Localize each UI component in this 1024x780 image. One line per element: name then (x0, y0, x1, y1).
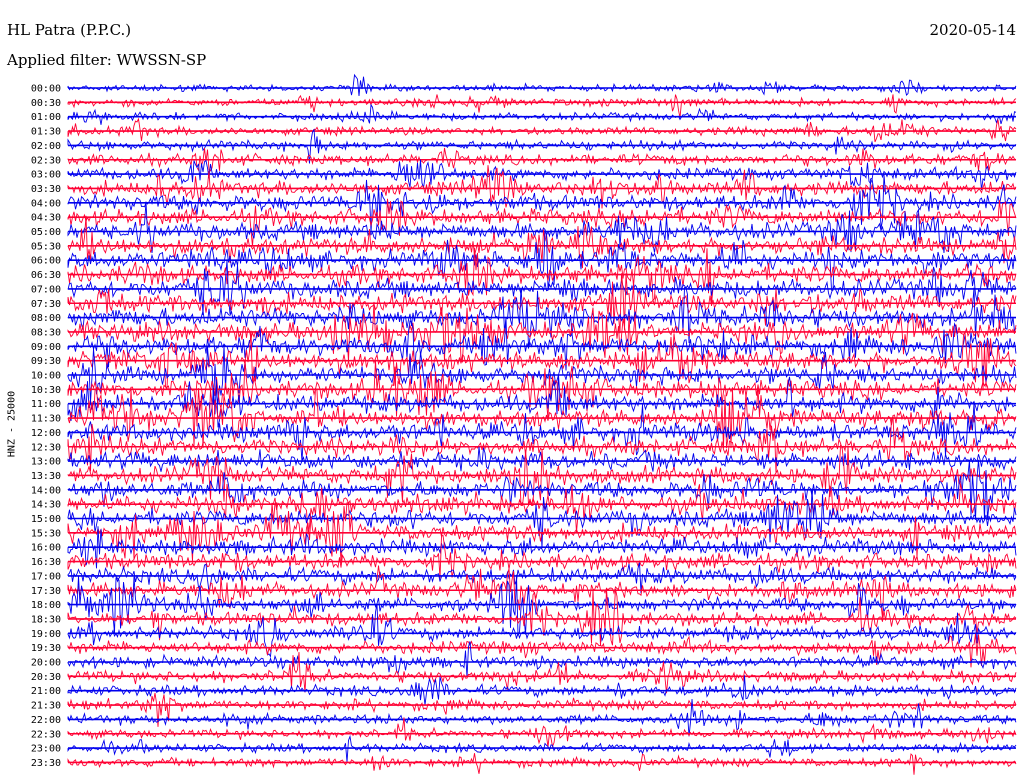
seismogram-trace (67, 247, 1017, 305)
time-tick-label: 13:00 (31, 457, 61, 468)
time-tick-label: 20:00 (31, 658, 61, 669)
seismogram-trace (67, 215, 1017, 269)
time-tick-label: 15:30 (31, 528, 61, 539)
time-tick-label: 15:00 (31, 514, 61, 525)
seismogram-trace (67, 415, 1017, 474)
filter-name: WWSSN-SP (116, 51, 207, 69)
time-tick-label: 21:00 (31, 686, 61, 697)
seismogram-trace (67, 574, 1017, 637)
time-tick-label: 09:00 (31, 342, 61, 353)
seismogram-trace (67, 128, 1017, 164)
time-tick-label: 16:00 (31, 543, 61, 554)
time-tick-label: 04:30 (31, 213, 61, 224)
time-tick-label: 14:00 (31, 485, 61, 496)
station-title: HL Patra (P.P.C.) (7, 21, 132, 39)
time-tick-label: 02:30 (31, 155, 61, 166)
time-tick-label: 14:30 (31, 500, 61, 511)
seismogram-trace (67, 753, 1017, 775)
time-tick-label: 17:30 (31, 586, 61, 597)
seismogram-trace (67, 562, 1017, 594)
seismogram-trace (67, 641, 1017, 678)
seismogram-trace (67, 287, 1017, 348)
time-tick-label: 12:00 (31, 428, 61, 439)
seismogram-trace (67, 633, 1017, 668)
time-tick-label: 23:00 (31, 744, 61, 755)
seismogram-trace (67, 717, 1017, 749)
time-tick-label: 19:30 (31, 643, 61, 654)
seismogram-trace (67, 402, 1017, 462)
seismogram-trace (67, 588, 1017, 646)
time-tick-label: 22:00 (31, 715, 61, 726)
time-tick-label: 02:00 (31, 141, 61, 152)
seismogram-trace (67, 260, 1017, 316)
seismogram-trace (67, 534, 1017, 579)
time-tick-label: 18:30 (31, 614, 61, 625)
time-tick-label: 08:00 (31, 313, 61, 324)
time-tick-label: 03:30 (31, 184, 61, 195)
time-tick-label: 12:30 (31, 442, 61, 453)
time-tick-label: 11:00 (31, 399, 61, 410)
seismogram-trace (67, 375, 1017, 428)
time-tick-label: 18:00 (31, 600, 61, 611)
seismogram-trace (67, 502, 1017, 563)
seismogram-trace (67, 103, 1017, 125)
time-tick-label: 07:30 (31, 299, 61, 310)
time-tick-label: 13:30 (31, 471, 61, 482)
seismogram-trace (67, 386, 1017, 449)
seismogram-trace (67, 73, 1017, 97)
time-tick-label: 06:00 (31, 256, 61, 267)
time-tick-label: 19:00 (31, 629, 61, 640)
time-tick-label: 10:30 (31, 385, 61, 396)
time-tick-label: 21:30 (31, 701, 61, 712)
filter-prefix: Applied filter: (7, 51, 112, 69)
filter-line: Applied filter: WWSSN-SP (7, 51, 206, 69)
time-tick-label: 07:00 (31, 284, 61, 295)
seismogram-trace (67, 94, 1017, 118)
time-tick-label: 17:00 (31, 571, 61, 582)
time-tick-label: 09:30 (31, 356, 61, 367)
seismogram-trace (67, 201, 1017, 254)
time-tick-label: 10:00 (31, 371, 61, 382)
seismogram-trace (67, 652, 1017, 694)
time-tick-label: 23:30 (31, 758, 61, 769)
time-tick-label: 22:30 (31, 729, 61, 740)
time-tick-label: 04:00 (31, 198, 61, 209)
time-tick-label: 05:00 (31, 227, 61, 238)
time-tick-label: 03:00 (31, 170, 61, 181)
date-label: 2020-05-14 (929, 21, 1016, 39)
time-tick-label: 06:30 (31, 270, 61, 281)
time-tick-label: 00:00 (31, 84, 61, 95)
seismogram-trace (67, 526, 1017, 569)
seismogram-trace (67, 692, 1017, 727)
seismogram-trace (67, 444, 1017, 506)
time-tick-label: 08:30 (31, 327, 61, 338)
time-tick-label: 16:30 (31, 557, 61, 568)
time-tick-label: 00:30 (31, 98, 61, 109)
time-tick-label: 11:30 (31, 414, 61, 425)
time-tick-label: 01:00 (31, 112, 61, 123)
time-tick-label: 01:30 (31, 127, 61, 138)
time-tick-label: 20:30 (31, 672, 61, 683)
time-tick-label: 05:30 (31, 241, 61, 252)
